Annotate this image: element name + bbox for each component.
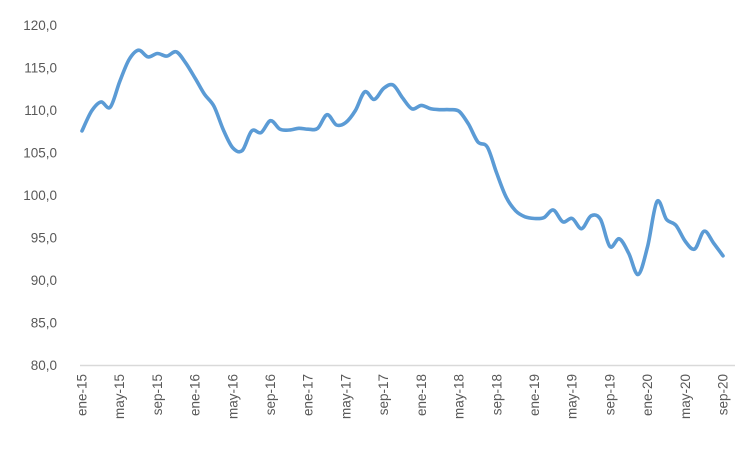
x-axis-tick-label: ene-17 bbox=[301, 374, 316, 416]
x-axis-tick-label: may-17 bbox=[338, 374, 353, 419]
y-axis-tick-label: 120,0 bbox=[23, 18, 57, 33]
x-axis-tick-label: ene-18 bbox=[414, 374, 429, 416]
x-axis-tick-label: sep-16 bbox=[263, 374, 278, 415]
x-axis-tick-label: sep-18 bbox=[489, 374, 504, 415]
y-axis-tick-label: 105,0 bbox=[23, 146, 57, 161]
x-axis-tick-label: sep-19 bbox=[602, 374, 617, 415]
x-axis-tick-label: sep-15 bbox=[150, 374, 165, 415]
x-axis-tick-label: sep-17 bbox=[376, 374, 391, 415]
x-axis-tick-label: may-15 bbox=[112, 374, 127, 419]
x-axis-tick-label: ene-20 bbox=[640, 374, 655, 416]
x-axis-tick-label: may-16 bbox=[225, 374, 240, 419]
series-line bbox=[80, 48, 725, 277]
y-axis-tick-label: 95,0 bbox=[31, 231, 57, 246]
y-axis-tick-label: 100,0 bbox=[23, 188, 57, 203]
x-axis-tick-label: ene-15 bbox=[75, 374, 90, 416]
x-axis-tick-label: may-19 bbox=[565, 374, 580, 419]
x-axis-tick-label: ene-16 bbox=[188, 374, 203, 416]
y-axis-tick-label: 85,0 bbox=[31, 316, 57, 331]
y-axis-tick-label: 80,0 bbox=[31, 358, 57, 373]
x-axis-tick-label: may-18 bbox=[452, 374, 467, 419]
x-axis-tick-label: may-20 bbox=[678, 374, 693, 419]
y-axis-tick-labels: 120,0 115,0 110,0 105,0 100,0 95,0 90,0 85,0 80,… bbox=[23, 18, 57, 373]
y-axis-tick-label: 90,0 bbox=[31, 273, 57, 288]
x-axis-tick-labels: ene-15 may-15 sep-15 ene-16 may-16 sep-16 ene-… bbox=[75, 374, 731, 419]
y-axis-tick-label: 115,0 bbox=[24, 61, 57, 76]
series-group bbox=[80, 48, 725, 277]
x-axis-tick-label: ene-19 bbox=[527, 374, 542, 416]
y-axis-tick-label: 110,0 bbox=[24, 103, 57, 118]
x-axis-tick-label: sep-20 bbox=[716, 374, 731, 415]
